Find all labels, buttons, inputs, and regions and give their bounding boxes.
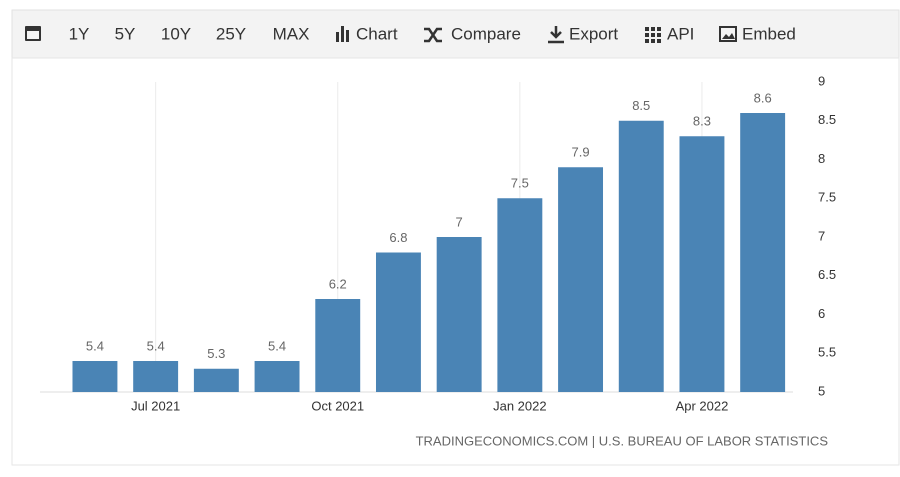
x-tick-label: Oct 2021 xyxy=(311,398,364,413)
source: TRADINGECONOMICS.COM | U.S. BUREAU OF LA… xyxy=(416,433,829,448)
chart-icon xyxy=(336,26,349,42)
bar xyxy=(618,120,664,392)
range-button[interactable]: 10Y xyxy=(161,24,191,43)
bar xyxy=(133,361,179,392)
x-tick-label: Apr 2022 xyxy=(676,398,729,413)
y-tick-label: 5.5 xyxy=(818,345,836,360)
range-button[interactable]: MAX xyxy=(273,24,310,43)
toolbar xyxy=(11,9,900,59)
y-tick-label: 7 xyxy=(818,228,825,243)
y-tick-label: 9 xyxy=(818,73,825,88)
bar xyxy=(315,299,361,392)
embed-icon xyxy=(719,26,737,42)
chart-button[interactable]: Chart xyxy=(356,24,398,43)
compare-button[interactable]: Compare xyxy=(451,24,521,43)
data-label: 7.9 xyxy=(572,145,590,160)
y-tick-label: 6 xyxy=(818,306,825,321)
api-icon xyxy=(645,27,661,43)
y-tick-label: 7.5 xyxy=(818,190,836,205)
compare-icon xyxy=(424,27,442,43)
range-button[interactable]: 25Y xyxy=(216,24,246,43)
data-label: 5.4 xyxy=(86,338,104,353)
bar xyxy=(558,167,604,392)
data-label: 6.2 xyxy=(329,276,347,291)
y-tick-label: 5 xyxy=(818,383,825,398)
data-label: 7 xyxy=(456,214,463,229)
data-label: 8.6 xyxy=(754,90,772,105)
export-icon xyxy=(548,26,564,44)
range-button[interactable]: 5Y xyxy=(115,24,136,43)
bar xyxy=(72,361,118,392)
bar xyxy=(436,237,482,392)
y-tick-label: 6.5 xyxy=(818,267,836,282)
data-label: 5.3 xyxy=(207,346,225,361)
data-label: 5.4 xyxy=(147,338,165,353)
data-label: 6.8 xyxy=(389,230,407,245)
y-tick-label: 8 xyxy=(818,151,825,166)
data-label: 7.5 xyxy=(511,176,529,191)
embed-button[interactable]: Embed xyxy=(742,24,796,43)
data-label: 8.3 xyxy=(693,114,711,129)
bar xyxy=(497,198,543,392)
bar xyxy=(193,368,239,392)
y-tick-label: 8.5 xyxy=(818,112,836,127)
range-button[interactable]: 1Y xyxy=(69,24,90,43)
api-button[interactable]: API xyxy=(667,24,694,43)
data-label: 5.4 xyxy=(268,338,286,353)
export-button[interactable]: Export xyxy=(569,24,618,43)
bar xyxy=(679,136,725,392)
data-label: 8.5 xyxy=(632,98,650,113)
bar xyxy=(254,361,300,392)
x-tick-label: Jul 2021 xyxy=(131,398,180,413)
x-tick-label: Jan 2022 xyxy=(493,398,547,413)
bar xyxy=(375,252,421,392)
bar xyxy=(740,113,786,392)
calendar-icon[interactable] xyxy=(25,26,41,41)
